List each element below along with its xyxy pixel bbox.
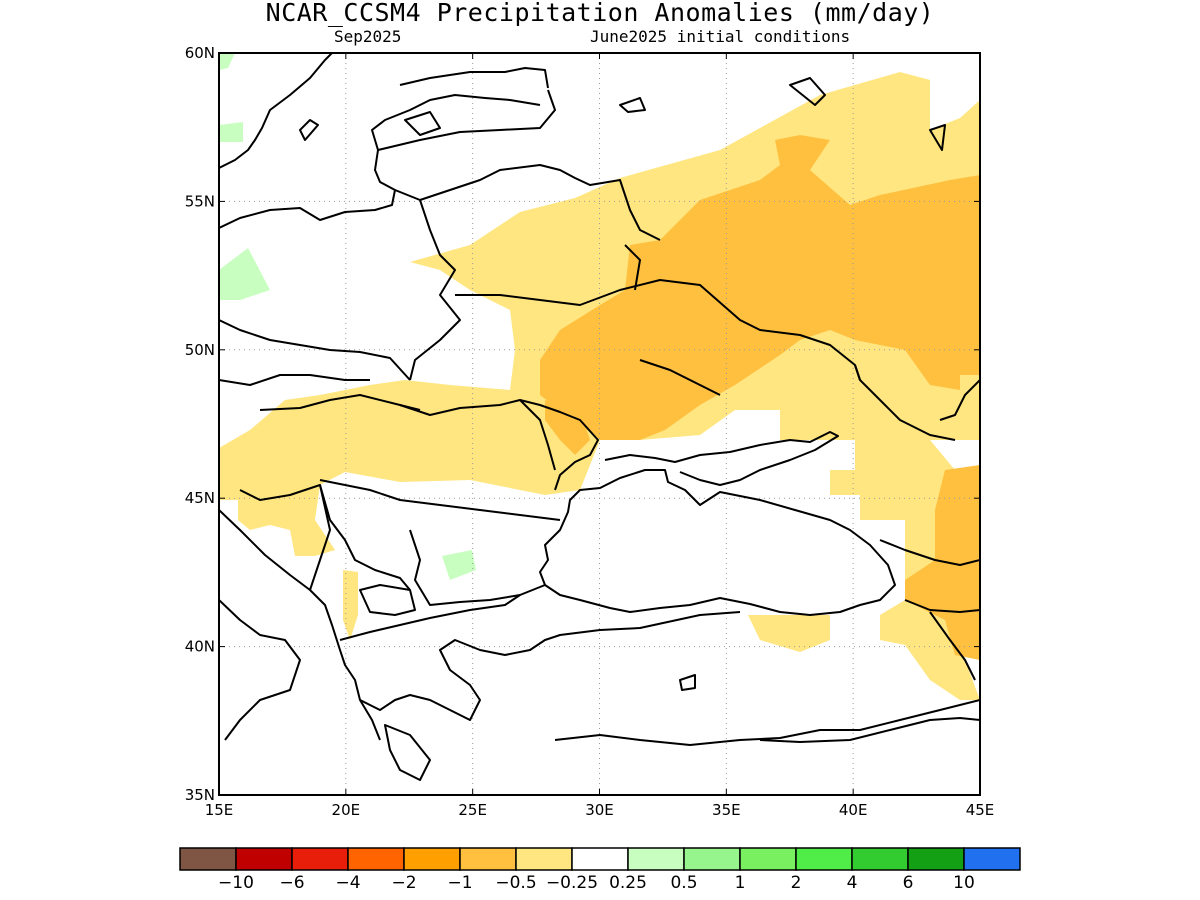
latitude-tick-label: 50N: [185, 341, 215, 359]
coastlines-and-borders: [219, 53, 980, 781]
border-russia-ukraine-north: [624, 244, 641, 291]
colorbar-label: −0.25: [546, 873, 598, 893]
colorbar-label: 0.25: [609, 873, 647, 893]
colorbar-label: −1: [447, 873, 472, 893]
graticule: [219, 53, 980, 795]
wet-anomaly-patch-4: [442, 550, 476, 580]
latitude-axis: 60N 55N 50N 45N 40N 35N: [185, 44, 980, 804]
colorbar-swatch: [683, 847, 741, 871]
colorbar-label: 2: [791, 873, 802, 893]
border-georgia: [879, 539, 980, 566]
border-turkey-east: [904, 599, 980, 613]
colorbar-swatch: [963, 847, 1021, 871]
colorbar-swatch: [403, 847, 461, 871]
colorbar: −10 −6 −4 −2 −1 −0.5 −0.25 0.25 0.5 1 2 4 6 10: [179, 847, 1021, 893]
border-romania-south: [319, 479, 561, 521]
colorbar-label: −2: [391, 873, 416, 893]
init-conditions-label: June2025 initial conditions: [590, 27, 851, 46]
latitude-tick-label: 45N: [185, 489, 215, 507]
longitude-tick-label: 40E: [839, 801, 868, 819]
longitude-tick-label: 25E: [458, 801, 487, 819]
border-russia-kazakhstan: [854, 364, 956, 441]
border-latvia-estonia: [377, 89, 556, 151]
border-belarus-lithuania: [419, 164, 661, 241]
colorbar-label: −6: [279, 873, 304, 893]
colorbar-swatch: [459, 847, 517, 871]
colorbar-swatch: [739, 847, 797, 871]
longitude-tick-label: 20E: [332, 801, 361, 819]
border-north-macedonia: [359, 584, 416, 616]
wet-anomaly-patch-2: [219, 122, 243, 142]
wet-anomaly-patch-3: [219, 53, 235, 70]
colorbar-label: −10: [218, 873, 254, 893]
latitude-tick-label: 35N: [185, 786, 215, 804]
italy-coast: [219, 599, 301, 741]
border-croatia-bosnia: [239, 484, 331, 591]
colorbar-swatch: [347, 847, 405, 871]
saaremaa-island: [404, 111, 441, 136]
colorbar-label: 6: [903, 873, 914, 893]
colorbar-label: 1: [735, 873, 746, 893]
lake-ladoga: [619, 97, 646, 113]
colorbar-label: −0.5: [495, 873, 536, 893]
crimea-coastline: [604, 431, 839, 486]
caspian-coastline: [939, 379, 980, 421]
border-poland-east: [394, 189, 461, 381]
border-moldova: [519, 399, 556, 471]
dry-anomaly-region-light-turkey: [748, 615, 830, 652]
longitude-tick-label: 30E: [585, 801, 614, 819]
border-poland-south: [219, 319, 411, 381]
border-greece-north: [339, 594, 521, 641]
colorbar-swatch: [851, 847, 909, 871]
latitude-tick-label: 40N: [185, 638, 215, 656]
border-serbia: [319, 484, 411, 591]
dry-anomaly-region-light-albania: [343, 570, 358, 640]
colorbar-swatch: [571, 847, 629, 871]
longitude-tick-label: 35E: [712, 801, 741, 819]
rybinsk-reservoir: [789, 77, 826, 106]
dnieper-reservoir: [639, 359, 721, 396]
volga-reservoir: [929, 124, 946, 151]
colorbar-label: −4: [335, 873, 360, 893]
aegean-coastline: [359, 611, 741, 721]
border-belarus-ukraine: [455, 279, 861, 381]
gulf-of-finland-coast: [399, 67, 549, 89]
colorbar-swatch: [235, 847, 293, 871]
turkey-south-coast: [554, 699, 980, 746]
border-czech-slovak: [219, 374, 370, 386]
border-romania: [399, 399, 599, 491]
gotland-island: [299, 119, 319, 141]
colorbar-label: 4: [847, 873, 858, 893]
map-title: NCAR_CCSM4 Precipitation Anomalies (mm/d…: [265, 0, 935, 27]
valid-month-label: Sep2025: [334, 27, 402, 46]
dry-anomaly-region-dark-romania: [545, 400, 590, 455]
colorbar-swatch: [795, 847, 853, 871]
colorbar-swatch: [291, 847, 349, 871]
border-armenia: [929, 611, 976, 681]
latitude-tick-label: 60N: [185, 44, 215, 62]
baltic-coastline: [219, 94, 541, 229]
latitude-tick-label: 55N: [185, 192, 215, 210]
scandinavia-coast: [219, 53, 333, 169]
wet-anomaly-patch-1: [219, 248, 270, 300]
colorbar-swatch: [515, 847, 573, 871]
border-bulgaria: [409, 529, 546, 606]
border-syria-iraq: [759, 717, 980, 743]
longitude-axis: 15E 20E 25E 30E 35E 40E 45E: [205, 53, 995, 819]
cyprus-island: [679, 674, 696, 691]
colorbar-swatch: [627, 847, 685, 871]
colorbar-label: 0.5: [670, 873, 697, 893]
peloponnese-coast: [384, 724, 431, 781]
longitude-tick-label: 45E: [966, 801, 995, 819]
colorbar-swatch: [179, 847, 237, 871]
longitude-tick-label: 15E: [205, 801, 234, 819]
colorbar-label: 10: [953, 873, 975, 893]
colorbar-swatch: [907, 847, 965, 871]
